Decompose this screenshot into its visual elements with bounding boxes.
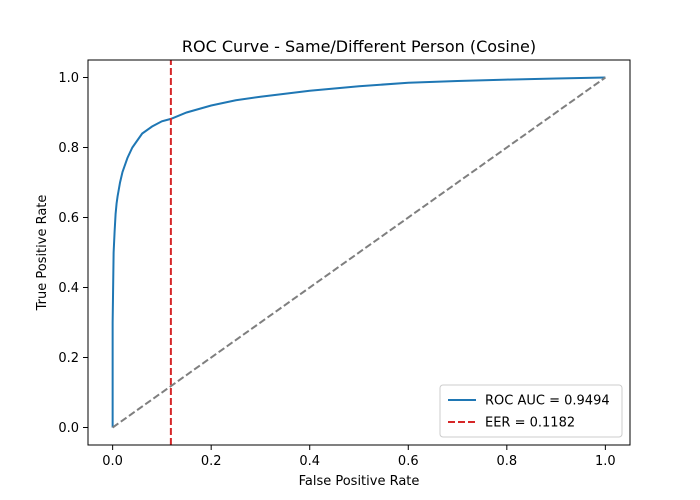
- x-tick-label: 0.0: [102, 454, 123, 469]
- y-tick-label: 0.4: [58, 281, 79, 296]
- x-tick-label: 0.8: [496, 454, 517, 469]
- y-axis-label: True Positive Rate: [35, 195, 50, 312]
- x-tick-label: 0.6: [398, 454, 419, 469]
- plot-area: [87, 59, 631, 446]
- legend-box: [439, 384, 623, 438]
- plot-frame: [87, 59, 631, 446]
- y-tick-label: 0.8: [58, 141, 79, 156]
- x-tick-label: 0.2: [201, 454, 222, 469]
- y-tick-label: 1.0: [58, 71, 79, 86]
- legend-label: ROC AUC = 0.9494: [485, 394, 610, 409]
- series-2-line: [112, 76, 606, 429]
- chart-title: ROC Curve - Same/Different Person (Cosin…: [182, 37, 536, 56]
- legend-label: EER = 0.1182: [485, 416, 575, 431]
- y-axis-ticks: 0.0 0.2 0.4 0.6 0.8 1.0: [58, 71, 88, 436]
- x-axis-ticks: 0.0 0.2 0.4 0.6 0.8 1.0: [102, 445, 616, 469]
- x-tick-label: 1.0: [595, 454, 616, 469]
- x-tick-label: 0.4: [299, 454, 320, 469]
- legend: ROC AUC = 0.9494 EER = 0.1182: [439, 384, 623, 438]
- y-tick-label: 0.0: [58, 421, 79, 436]
- y-tick-label: 0.6: [58, 211, 79, 226]
- x-axis-label: False Positive Rate: [299, 474, 420, 489]
- series-0-line: [111, 76, 606, 428]
- y-tick-label: 0.2: [58, 351, 79, 366]
